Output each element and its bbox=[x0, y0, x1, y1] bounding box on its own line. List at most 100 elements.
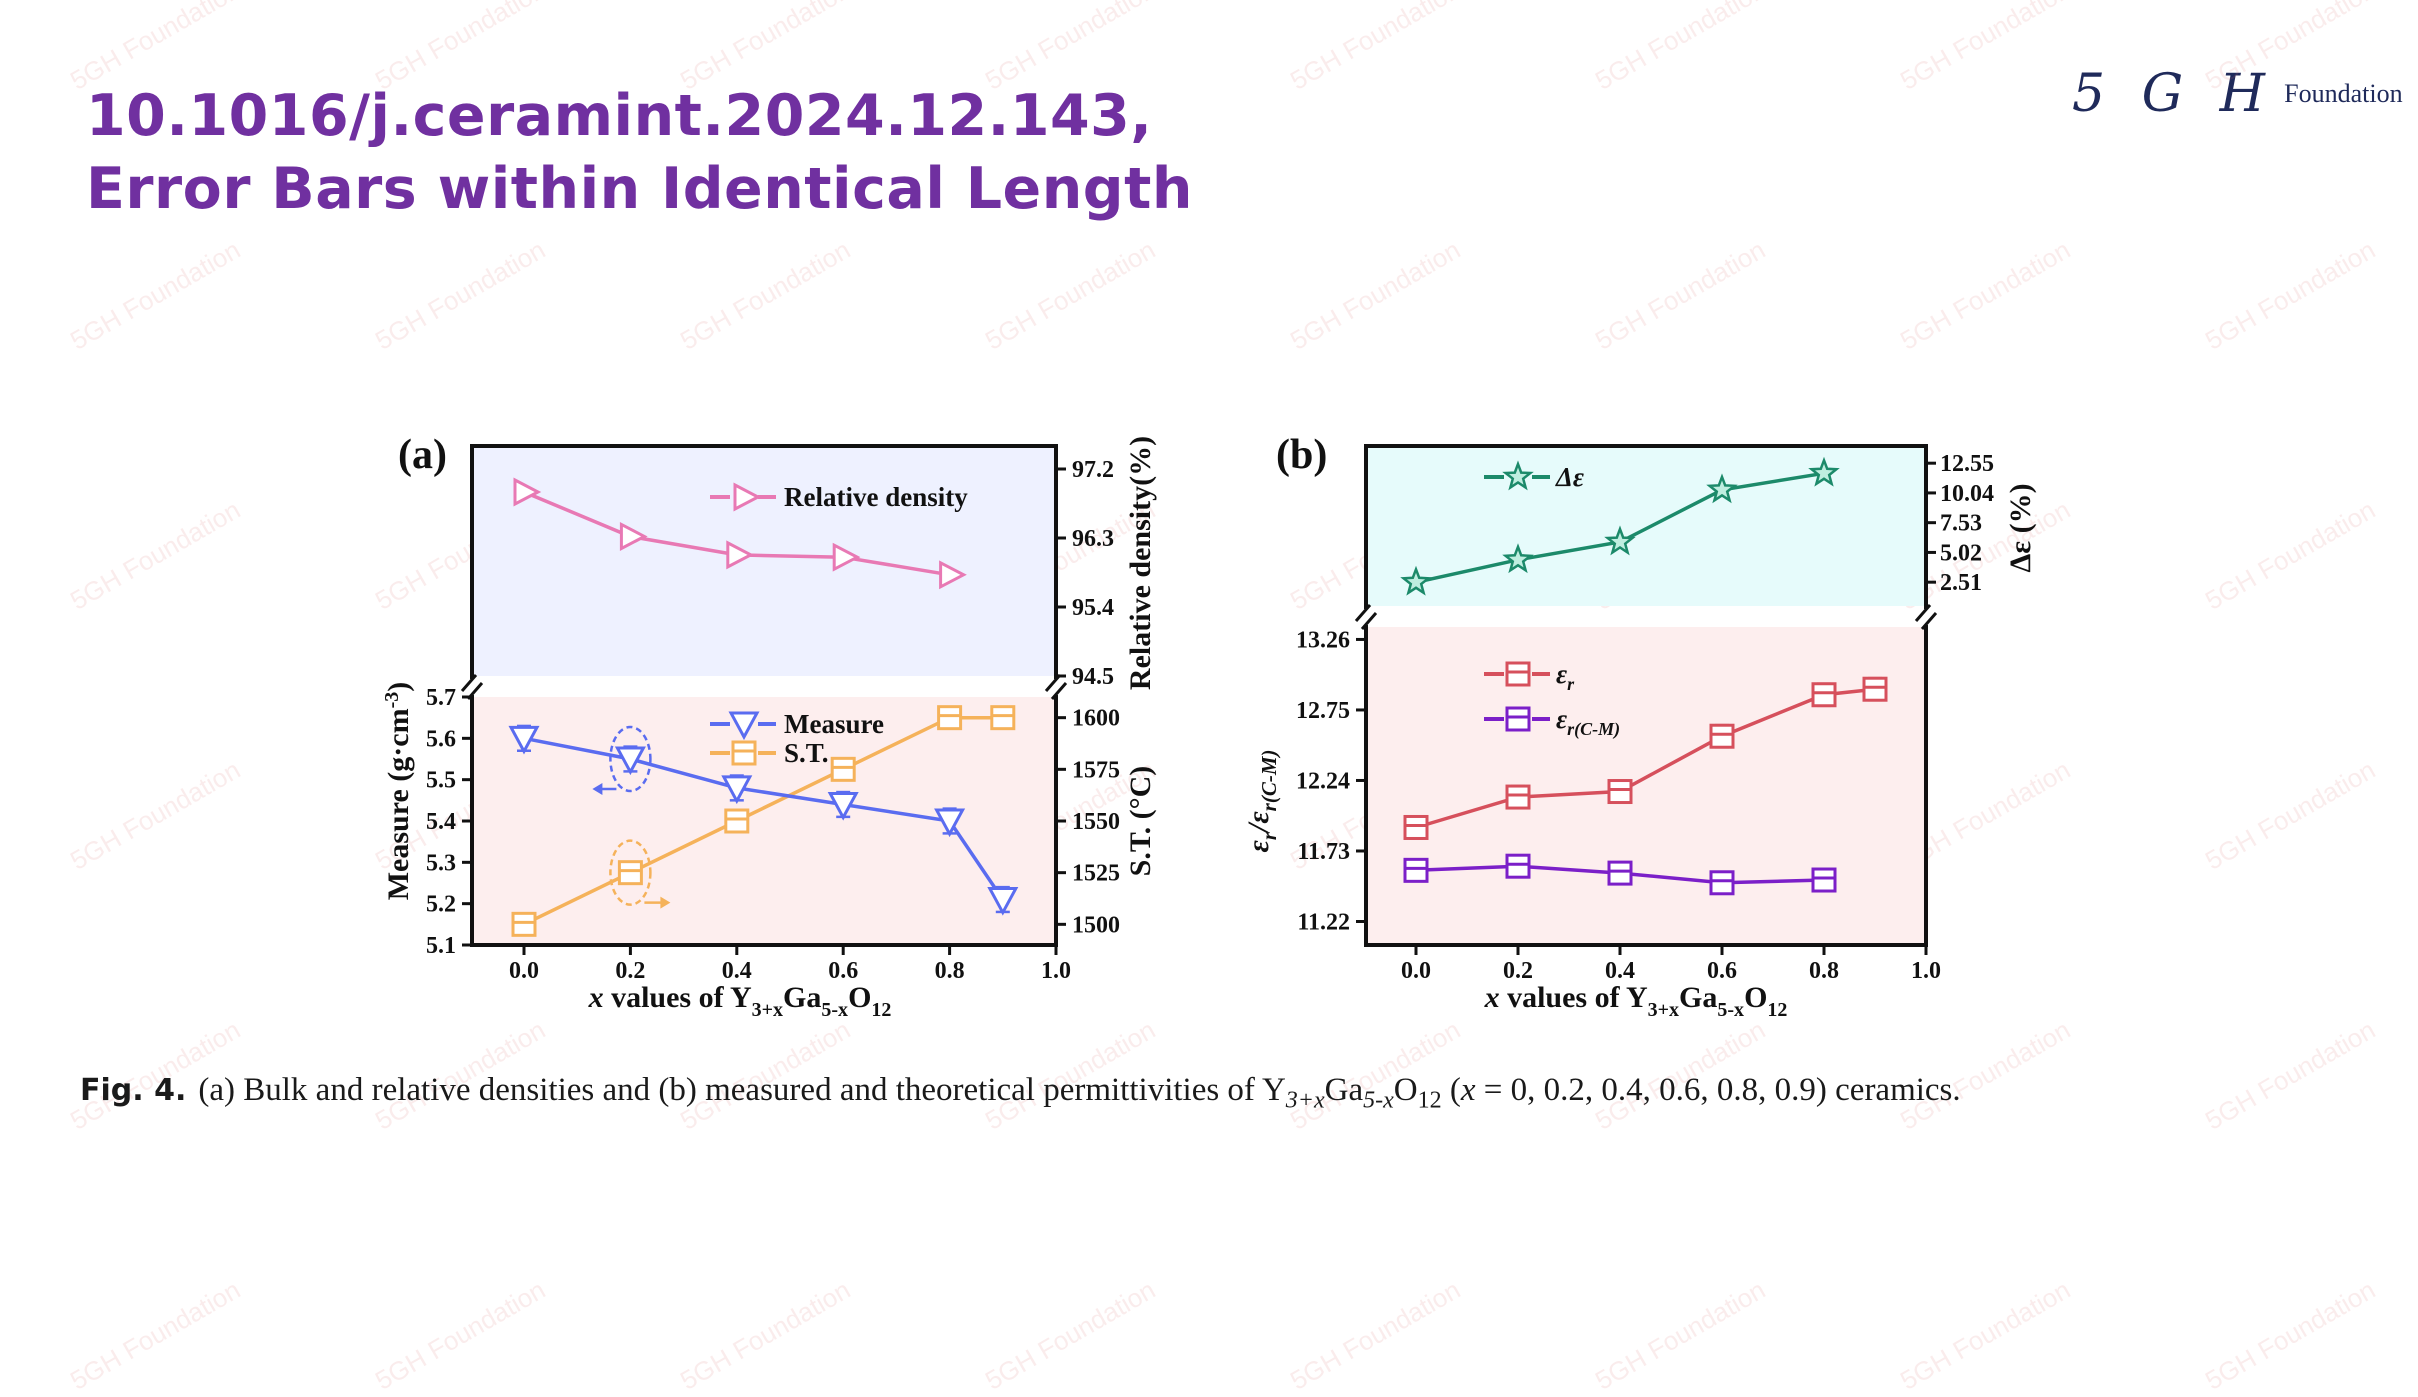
panel-a-top-tick-label: 94.5 bbox=[1072, 664, 1114, 690]
panel-a-right-break-slash bbox=[1044, 674, 1062, 692]
panel-b-left-break-slash bbox=[1360, 612, 1378, 630]
panel-a-x-axis-label-part: Ga bbox=[783, 981, 821, 1014]
panel-b-top-tick-label: 12.55 bbox=[1940, 451, 1994, 477]
legend-eps-r-label-part: ε bbox=[1556, 659, 1567, 689]
panel-a-right-break-gap bbox=[1042, 679, 1070, 695]
delta-eps-point bbox=[1604, 525, 1636, 556]
panel-a-left-tick-label: 5.3 bbox=[426, 850, 456, 876]
caption-text-part: x bbox=[1460, 1072, 1476, 1108]
panel-b-top-background bbox=[1366, 446, 1926, 606]
logo-text: Foundation bbox=[2284, 79, 2403, 108]
panel-b-x-tick-label: 1.0 bbox=[1911, 958, 1941, 984]
ylabel-part: r bbox=[1257, 831, 1281, 840]
panel-b-bottom-background bbox=[1366, 627, 1926, 945]
panel-a-left-tick-label: 5.6 bbox=[426, 726, 456, 752]
legend-st-label: S.T. bbox=[784, 738, 829, 768]
panel-a-chart: (a) 97.2 96.3 95.4 94.5 Relative density(%) Re… bbox=[381, 432, 1157, 1021]
panel-b-left-tick-label: 11.22 bbox=[1297, 909, 1350, 935]
panel-b-left-break-gap bbox=[1352, 609, 1380, 625]
panel-a-x-axis-label-part: x bbox=[588, 981, 604, 1014]
legend-eps-r-marker bbox=[1505, 661, 1531, 687]
legend-eps-r-cm-label-part: ε bbox=[1556, 704, 1567, 734]
panel-a-left-tick-label: 5.5 bbox=[426, 768, 456, 794]
sintering-temperature-point bbox=[990, 705, 1016, 731]
panel-a-x-axis-label-part: values of bbox=[604, 981, 730, 1014]
sintering-temperature-point bbox=[724, 808, 750, 834]
caption-label: Fig. 4. bbox=[80, 1073, 187, 1108]
panel-a-x-tick-label: 0.4 bbox=[722, 958, 752, 984]
eps-r-point bbox=[1403, 814, 1429, 840]
panel-b-x-axis-label-part: 3+x bbox=[1648, 999, 1679, 1021]
measure-point bbox=[987, 887, 1019, 916]
panel-a-measure-axis-label-part: ) bbox=[382, 682, 415, 692]
caption-text-part: 5-x bbox=[1363, 1087, 1394, 1114]
panel-b-right-break-slash bbox=[1914, 604, 1932, 622]
delta-eps-point bbox=[1400, 565, 1432, 596]
panel-a-measure-axis-label-part: Measure (g·cm bbox=[382, 708, 415, 900]
caption-text-part: O bbox=[1393, 1072, 1418, 1108]
panel-b-x-tick-label: 0.0 bbox=[1401, 958, 1431, 984]
panel-a-x-tick-label: 0.8 bbox=[935, 958, 965, 984]
panel-a-x-tick-label: 0.0 bbox=[509, 958, 539, 984]
panel-a-top-background bbox=[472, 446, 1056, 676]
panel-a-right-tick-label: 1575 bbox=[1072, 757, 1120, 783]
panel-b-right-break-slash bbox=[1920, 612, 1938, 630]
panel-a-right-tick-label: 1600 bbox=[1072, 706, 1120, 732]
panel-a-left-tick-label: 5.1 bbox=[426, 933, 456, 959]
eps-r-cm-point bbox=[1505, 853, 1531, 879]
panel-a-x-tick-label: 1.0 bbox=[1041, 958, 1071, 984]
measure-point bbox=[827, 791, 859, 821]
relative-density-point bbox=[832, 542, 861, 572]
panel-b-x-axis-label-part: 12 bbox=[1767, 999, 1787, 1021]
slide-title-line2: Error Bars within Identical Length bbox=[86, 156, 1193, 222]
panel-b-left-break-slash bbox=[1354, 604, 1372, 622]
relative-density-point bbox=[619, 521, 648, 551]
panel-a-right-tick-label: 1525 bbox=[1072, 861, 1120, 887]
panel-b-x-tick-label: 0.8 bbox=[1809, 958, 1839, 984]
legend-eps-r-cm-marker bbox=[1505, 706, 1531, 732]
caption-text-part: (a) Bulk and relative densities and (b) … bbox=[198, 1072, 1262, 1108]
panel-a-top-tick-label: 97.2 bbox=[1072, 457, 1114, 483]
relative-density-point bbox=[939, 560, 967, 590]
panel-a-x-axis-label-part: 5-x bbox=[821, 999, 848, 1021]
panel-b-letter: (b) bbox=[1276, 432, 1327, 478]
figure: (a) 97.2 96.3 95.4 94.5 Relative density(%) Re… bbox=[381, 432, 2037, 1021]
caption-text: (a) Bulk and relative densities and (b) … bbox=[198, 1072, 1960, 1114]
eps-r-point bbox=[1709, 723, 1735, 749]
panel-a-left-break-gap bbox=[458, 679, 486, 695]
panel-a-x-axis-label-part: 3+x bbox=[752, 999, 783, 1021]
panel-a-st-axis-label: S.T. (°C) bbox=[1124, 766, 1157, 877]
panel-b-left-tick-label: 12.75 bbox=[1296, 698, 1350, 724]
delta-eps-point bbox=[1808, 456, 1840, 487]
measure-axis-annotation-ellipse bbox=[609, 725, 652, 793]
panel-b-permittivity-axis-label: εr/εr(C-M) bbox=[1242, 750, 1281, 853]
st-axis-annotation-arrowhead bbox=[660, 896, 671, 909]
panel-a-right-break-slash bbox=[1050, 682, 1068, 700]
panel-b-x-axis-label-part: x bbox=[1484, 981, 1500, 1014]
legend-relative-density-label: Relative density bbox=[784, 482, 968, 512]
st-axis-annotation-ellipse bbox=[609, 839, 652, 906]
legend-measure-marker bbox=[728, 711, 760, 741]
slide-title-line1: 10.1016/j.ceramint.2024.12.143, bbox=[86, 83, 1153, 149]
legend-eps-r-label-part: r bbox=[1567, 674, 1575, 694]
eps-r-cm-point bbox=[1403, 857, 1429, 883]
panel-a-top-tick-label: 96.3 bbox=[1072, 526, 1114, 552]
caption-text-part: 3+x bbox=[1285, 1087, 1325, 1114]
eps-r-point bbox=[1505, 784, 1531, 810]
measure-line bbox=[523, 736, 1005, 901]
delta-eps-point bbox=[1502, 543, 1534, 574]
figure-caption: Fig. 4. (a) Bulk and relative densities a… bbox=[80, 1072, 2380, 1115]
eps-r-cm-point bbox=[1811, 867, 1837, 893]
panel-a-bottom-frame bbox=[470, 693, 1058, 947]
eps-r-point bbox=[1811, 682, 1837, 708]
panel-a-right-tick-label: 1550 bbox=[1072, 809, 1120, 835]
measure-point bbox=[614, 746, 646, 776]
panel-b-x-axis-label-part: O bbox=[1744, 981, 1767, 1014]
panel-b-top-tick-label: 7.53 bbox=[1940, 511, 1982, 537]
legend-delta-eps-marker bbox=[1502, 460, 1534, 491]
slide-title: 10.1016/j.ceramint.2024.12.143, Error Ba… bbox=[86, 80, 1193, 226]
panel-a-relative-density-axis-label: Relative density(%) bbox=[1124, 436, 1157, 690]
panel-a-x-axis-label-part: O bbox=[848, 981, 871, 1014]
eps-r-point bbox=[1607, 779, 1633, 805]
legend-eps-r-label: εr bbox=[1556, 659, 1575, 694]
